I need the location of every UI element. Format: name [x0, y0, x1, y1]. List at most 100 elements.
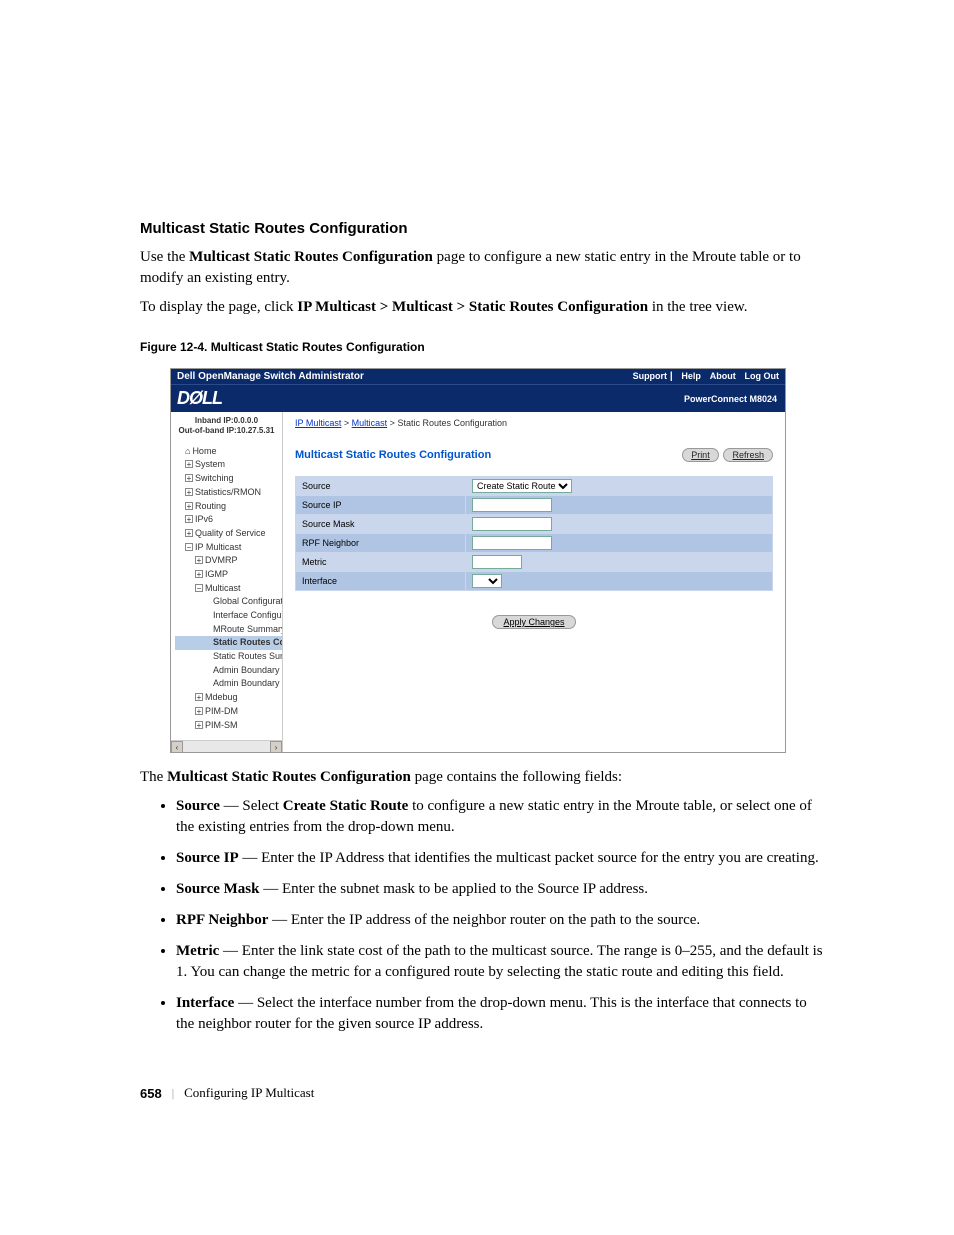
- text-input[interactable]: [472, 498, 552, 512]
- form-row: Metric: [296, 553, 773, 572]
- label: System: [195, 459, 225, 469]
- tree-igmp[interactable]: +IGMP: [175, 568, 282, 582]
- tree-multicast[interactable]: −Multicast: [175, 582, 282, 596]
- label: Statistics/RMON: [195, 487, 261, 497]
- plus-icon[interactable]: +: [195, 721, 203, 729]
- tree-pimsm[interactable]: +PIM-SM: [175, 719, 282, 733]
- scroll-right-icon[interactable]: ›: [270, 741, 282, 752]
- titlebar-nav: Support | Help About Log Out: [627, 371, 779, 382]
- tree-mroute-summary[interactable]: MRoute Summary: [175, 623, 282, 637]
- tree-pimdm[interactable]: +PIM-DM: [175, 705, 282, 719]
- text: The: [140, 769, 167, 785]
- content-pane: IP Multicast > Multicast > Static Routes…: [283, 412, 785, 752]
- plus-icon[interactable]: +: [185, 460, 193, 468]
- plus-icon[interactable]: +: [185, 502, 193, 510]
- page-number: 658: [140, 1086, 162, 1101]
- refresh-button[interactable]: Refresh: [723, 448, 773, 462]
- tree-stats[interactable]: +Statistics/RMON: [175, 486, 282, 500]
- form-row: Source Mask: [296, 515, 773, 534]
- ip-info: Inband IP:0.0.0.0 Out-of-band IP:10.27.5…: [171, 412, 282, 443]
- product-name: PowerConnect M8024: [684, 394, 777, 404]
- text-input[interactable]: [472, 517, 552, 531]
- tree-ipmulticast[interactable]: −IP Multicast: [175, 541, 282, 555]
- field-desc: — Select the interface number from the d…: [176, 995, 807, 1032]
- field-definition: Source — Select Create Static Route to c…: [176, 796, 824, 838]
- field-desc: — Enter the subnet mask to be applied to…: [259, 881, 648, 897]
- nav-tree: ⌂Home +System +Switching +Statistics/RMO…: [171, 443, 282, 736]
- plus-icon[interactable]: +: [185, 488, 193, 496]
- field-control-cell: [466, 534, 773, 553]
- about-link[interactable]: About: [710, 371, 736, 381]
- label: PIM-DM: [205, 706, 238, 716]
- logout-link[interactable]: Log Out: [745, 371, 780, 381]
- label: IGMP: [205, 569, 228, 579]
- bold-text: Multicast Static Routes Configuration: [189, 249, 433, 265]
- horizontal-scrollbar[interactable]: ‹ ›: [171, 740, 282, 752]
- apply-changes-button[interactable]: Apply Changes: [492, 615, 575, 629]
- form-row: Source IP: [296, 496, 773, 515]
- plus-icon[interactable]: +: [195, 707, 203, 715]
- label: Home: [192, 446, 216, 456]
- tree-global-config[interactable]: Global Configuration: [175, 595, 282, 609]
- field-control-cell: [466, 572, 773, 591]
- tree-qos[interactable]: +Quality of Service: [175, 527, 282, 541]
- tree-interface-config[interactable]: Interface Configuration: [175, 609, 282, 623]
- tree-ipv6[interactable]: +IPv6: [175, 513, 282, 527]
- bold-text: Multicast Static Routes Configuration: [167, 769, 411, 785]
- tree-switching[interactable]: +Switching: [175, 472, 282, 486]
- intro-paragraph-2: To display the page, click IP Multicast …: [140, 297, 824, 318]
- plus-icon[interactable]: +: [195, 556, 203, 564]
- tree-mdebug[interactable]: +Mdebug: [175, 691, 282, 705]
- interface-select[interactable]: [472, 574, 502, 588]
- breadcrumb-separator: >: [344, 418, 352, 428]
- plus-icon[interactable]: +: [185, 515, 193, 523]
- oob-ip: Out-of-band IP:10.27.5.31: [173, 426, 280, 436]
- page-footer: 658 | Configuring IP Multicast: [140, 1085, 824, 1101]
- tree-home[interactable]: ⌂Home: [175, 445, 282, 459]
- plus-icon[interactable]: +: [185, 474, 193, 482]
- breadcrumb-link-ipmulticast[interactable]: IP Multicast: [295, 418, 341, 428]
- label: IPv6: [195, 514, 213, 524]
- field-desc: — Enter the link state cost of the path …: [176, 943, 823, 980]
- print-button[interactable]: Print: [682, 448, 719, 462]
- metric-input[interactable]: [472, 555, 522, 569]
- plus-icon[interactable]: +: [195, 693, 203, 701]
- field-control-cell: [466, 553, 773, 572]
- text: in the tree view.: [648, 299, 747, 315]
- breadcrumb-link-multicast[interactable]: Multicast: [352, 418, 388, 428]
- scroll-left-icon[interactable]: ‹: [171, 741, 183, 752]
- support-link[interactable]: Support: [633, 371, 668, 381]
- text: To display the page, click: [140, 299, 297, 315]
- label: Multicast: [205, 583, 241, 593]
- minus-icon[interactable]: −: [195, 584, 203, 592]
- field-desc: — Enter the IP Address that identifies t…: [239, 850, 819, 866]
- plus-icon[interactable]: +: [185, 529, 193, 537]
- tree-routing[interactable]: +Routing: [175, 500, 282, 514]
- admin-screenshot: Dell OpenManage Switch Administrator Sup…: [170, 368, 786, 753]
- plus-icon[interactable]: +: [195, 570, 203, 578]
- tree-dvmrp[interactable]: +DVMRP: [175, 554, 282, 568]
- source-select[interactable]: Create Static Route: [472, 479, 572, 493]
- field-label: Metric: [296, 553, 466, 572]
- field-name: Source: [176, 798, 220, 814]
- tree-static-routes-summary[interactable]: Static Routes Summa: [175, 650, 282, 664]
- field-control-cell: Create Static Route: [466, 477, 773, 496]
- tree-system[interactable]: +System: [175, 458, 282, 472]
- text-input[interactable]: [472, 536, 552, 550]
- minus-icon[interactable]: −: [185, 543, 193, 551]
- tree-admin-boundary-config[interactable]: Admin Boundary Con: [175, 664, 282, 678]
- field-name: Source IP: [176, 850, 239, 866]
- tree-admin-boundary-summary[interactable]: Admin Boundary Sum: [175, 677, 282, 691]
- config-form-table: SourceCreate Static RouteSource IPSource…: [295, 476, 773, 591]
- label: PIM-SM: [205, 720, 238, 730]
- titlebar: Dell OpenManage Switch Administrator Sup…: [171, 369, 785, 384]
- home-icon: ⌂: [185, 446, 190, 458]
- field-definition: Source Mask — Enter the subnet mask to b…: [176, 879, 824, 900]
- tree-static-routes-config[interactable]: Static Routes Config: [175, 636, 282, 650]
- fields-intro: The Multicast Static Routes Configuratio…: [140, 767, 824, 788]
- help-link[interactable]: Help: [681, 371, 701, 381]
- form-row: RPF Neighbor: [296, 534, 773, 553]
- figure-caption: Figure 12-4. Multicast Static Routes Con…: [140, 340, 824, 354]
- bold-text: IP Multicast > Multicast > Static Routes…: [297, 299, 648, 315]
- field-control-cell: [466, 496, 773, 515]
